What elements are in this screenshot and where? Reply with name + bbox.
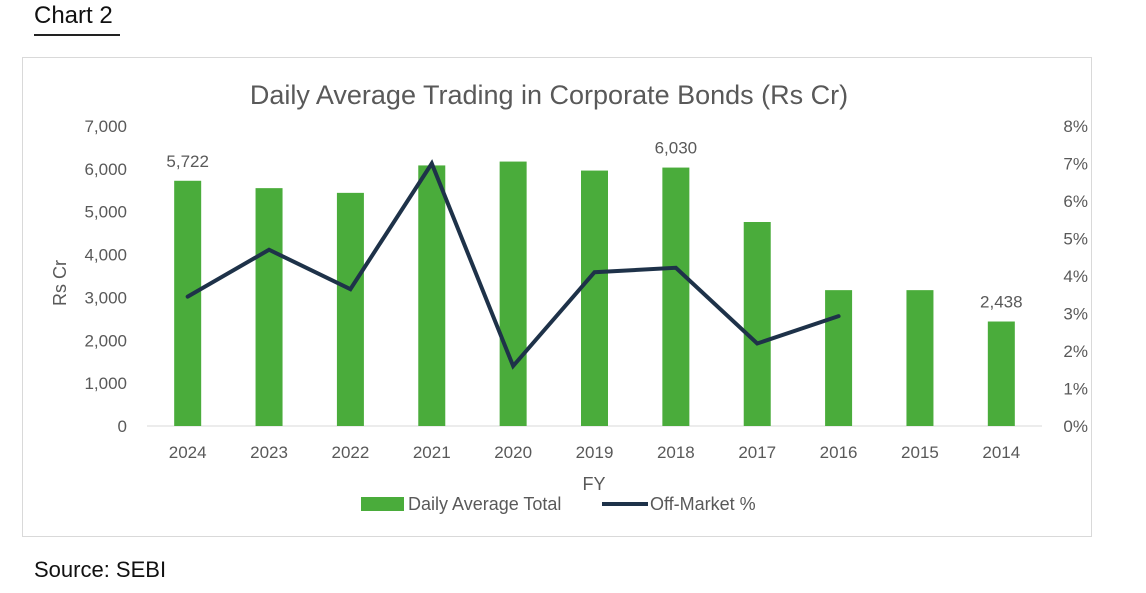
- y-tick-label: 7,000: [84, 117, 127, 136]
- y2-tick-label: 4%: [1063, 267, 1088, 286]
- y2-tick-label: 1%: [1063, 380, 1088, 399]
- bar-2020: [499, 161, 527, 427]
- y2-tick-label: 5%: [1063, 230, 1088, 249]
- bar-2018: [662, 167, 690, 427]
- bar-2022: [336, 192, 364, 426]
- y-tick-label: 2,000: [84, 331, 127, 350]
- y-tick-label: 4,000: [84, 246, 127, 265]
- off-market-line: [185, 159, 841, 370]
- x-tick-label: 2024: [169, 443, 207, 462]
- bar-2023: [255, 188, 283, 426]
- y-tick-label: 5,000: [84, 203, 127, 222]
- legend: Daily Average Total Off-Market %: [361, 494, 756, 514]
- y-tick-label: 3,000: [84, 288, 127, 307]
- x-tick-label: 2017: [738, 443, 776, 462]
- bar-2015: [906, 290, 934, 426]
- bars-layer: [174, 161, 1015, 427]
- source-note: Source: SEBI: [34, 557, 167, 582]
- x-tick-label: 2016: [820, 443, 858, 462]
- y2-tick-label: 2%: [1063, 342, 1088, 361]
- y2-tick-label: 3%: [1063, 305, 1088, 324]
- bar-2017: [743, 222, 771, 426]
- data-label-2018: 6,030: [655, 139, 698, 158]
- x-tick-label: 2019: [576, 443, 614, 462]
- y2-tick-label: 6%: [1063, 192, 1088, 211]
- x-tick-label: 2022: [331, 443, 369, 462]
- bar-2021: [418, 165, 446, 426]
- axis-layer: 0 1,000 2,000 3,000 4,000 5,000 6,000 7,000 0% 1%…: [84, 117, 1088, 462]
- line-layer: [185, 159, 841, 370]
- x-tick-label: 2018: [657, 443, 695, 462]
- y2-tick-label: 7%: [1063, 155, 1088, 174]
- legend-line-label: Off-Market %: [650, 494, 756, 514]
- x-tick-label: 2020: [494, 443, 532, 462]
- data-label-2014: 2,438: [980, 293, 1023, 312]
- x-tick-label: 2014: [982, 443, 1020, 462]
- y-axis-label: Rs Cr: [50, 260, 70, 306]
- bar-2019: [581, 170, 608, 426]
- data-label-2024: 5,722: [166, 152, 209, 171]
- y2-tick-label: 0%: [1063, 417, 1088, 436]
- x-tick-label: 2015: [901, 443, 939, 462]
- chart-label-underline: [34, 34, 120, 36]
- bar-2016: [825, 290, 853, 426]
- x-tick-label: 2023: [250, 443, 288, 462]
- chart-label: Chart 2: [34, 2, 113, 29]
- y-tick-label: 1,000: [84, 374, 127, 393]
- y-tick-label: 6,000: [84, 160, 127, 179]
- x-tick-label: 2021: [413, 443, 451, 462]
- legend-bar-label: Daily Average Total: [408, 494, 561, 514]
- y2-tick-label: 8%: [1063, 117, 1088, 136]
- labels-layer: 5,722 6,030 2,438: [166, 139, 1022, 312]
- x-axis-label: FY: [582, 474, 605, 494]
- chart-title: Daily Average Trading in Corporate Bonds…: [250, 80, 848, 110]
- bar-2014: [987, 321, 1015, 426]
- bar-2024: [174, 180, 202, 426]
- y-tick-label: 0: [118, 417, 127, 436]
- legend-bar-swatch: [361, 497, 404, 511]
